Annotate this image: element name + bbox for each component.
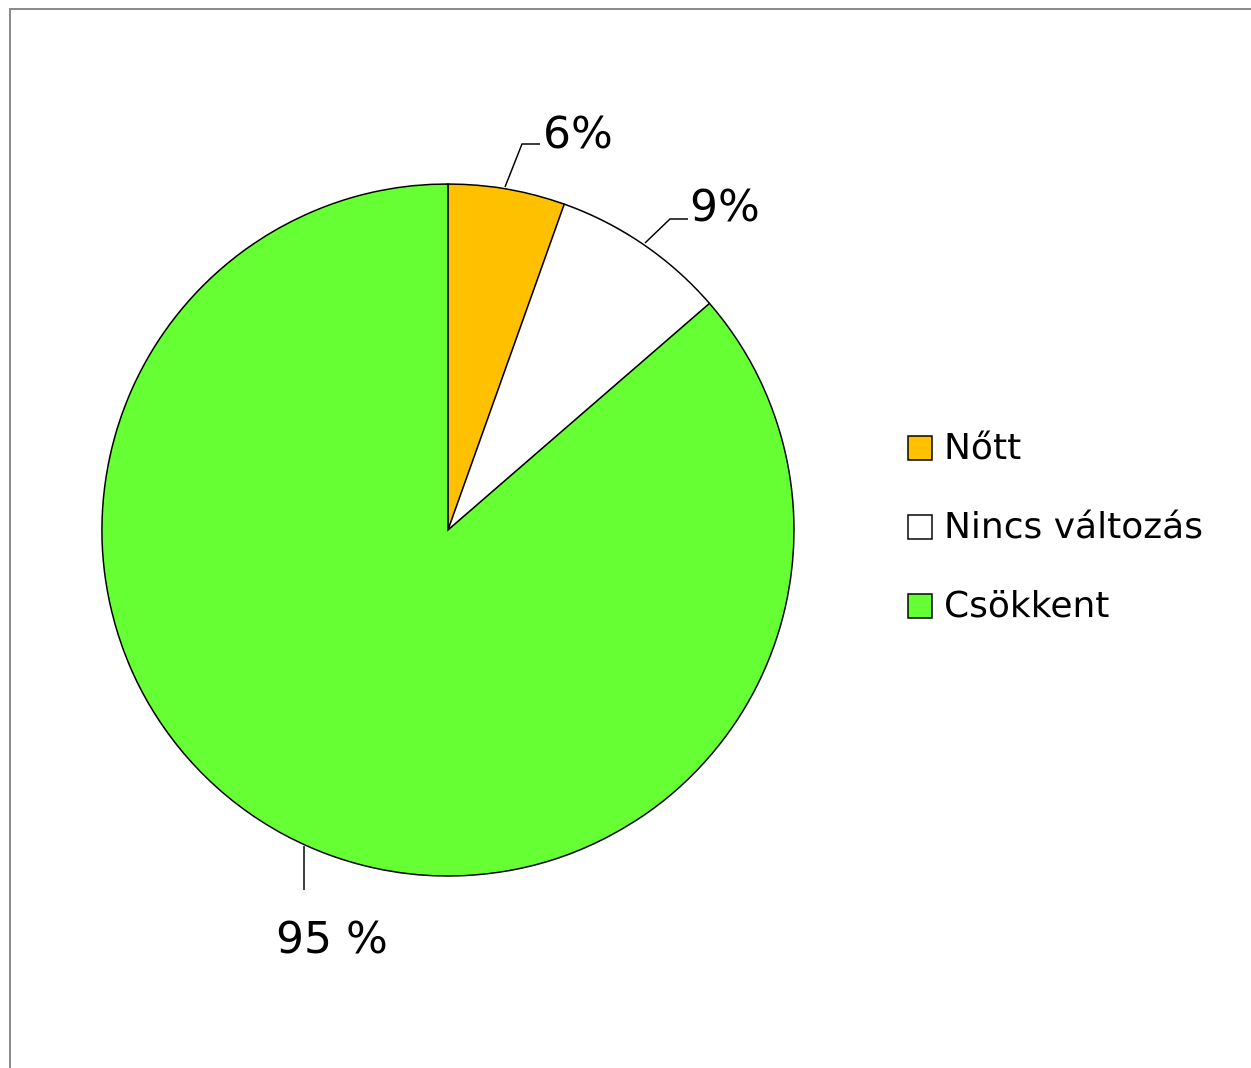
legend-label-nincs-valtozas: Nincs változás — [944, 506, 1203, 547]
data-label-nott: 6% — [543, 108, 613, 159]
legend: Nőtt Nincs változás Csökkent — [907, 427, 1203, 626]
legend-label-nott: Nőtt — [944, 427, 1021, 468]
data-label-csokkent: 95 % — [276, 913, 388, 964]
leader-line-nincs-valtozas — [644, 218, 688, 244]
leader-lines — [303, 143, 688, 890]
pie-slice-csokkent — [101, 183, 795, 877]
legend-swatch-csokkent — [907, 593, 933, 619]
leader-line-nott — [504, 143, 540, 188]
pie-slices — [101, 183, 795, 877]
legend-swatch-nott — [907, 435, 933, 461]
pie-slice-nincs-valtozas — [446, 203, 711, 533]
data-label-nincs-valtozas: 9% — [690, 181, 760, 232]
legend-swatch-nincs-valtozas — [907, 514, 933, 540]
data-labels: 6% 9% 95 % — [276, 108, 760, 964]
legend-label-csokkent: Csökkent — [944, 585, 1109, 626]
chart-frame — [9, 8, 1251, 1068]
